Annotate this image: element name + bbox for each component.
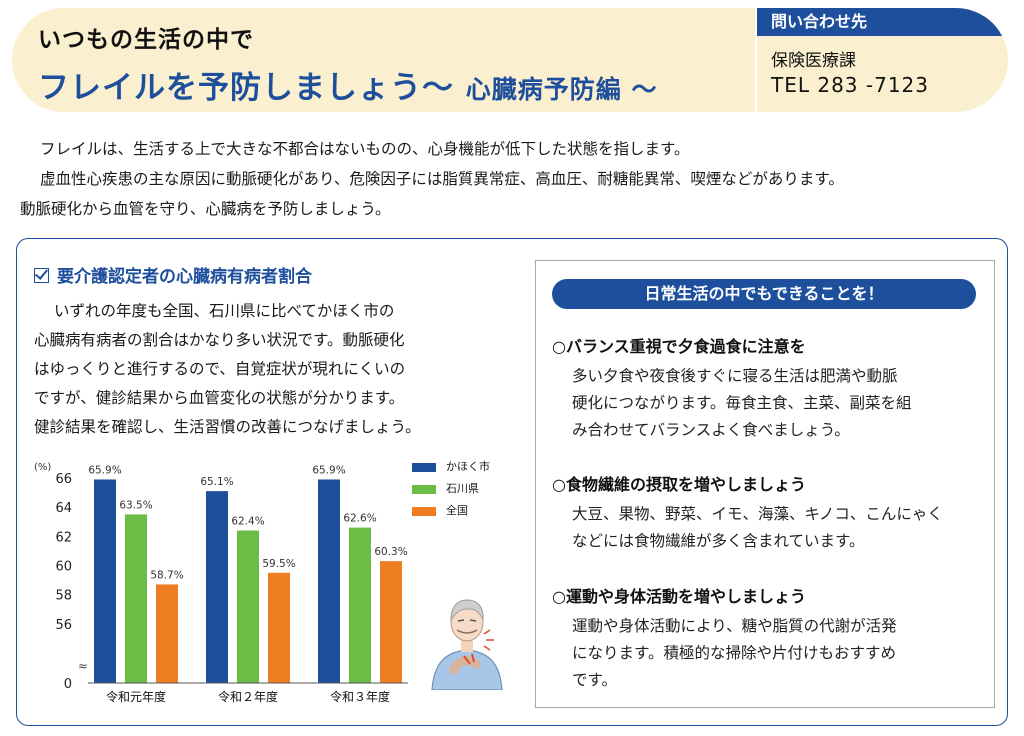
content-frame	[16, 238, 1008, 726]
axis-break-mark: ≈	[78, 659, 88, 673]
y-tick-label: 0	[64, 677, 72, 692]
y-tick-label: 66	[55, 472, 72, 487]
tip-line: 運動や身体活動により、糖や脂質の代謝が活発	[572, 617, 897, 635]
data-label: 65.9%	[312, 464, 345, 476]
contact-tel: TEL 283 -7123	[771, 73, 929, 97]
tips-panel: 日常生活の中でもできることを！ ○バランス重視で夕食過食に注意を 多い夕食や夜食…	[535, 260, 995, 708]
chart-legend: かほく市 石川県 全国	[412, 460, 490, 526]
y-tick-label: 60	[55, 560, 72, 575]
page-subtitle: いつもの生活の中で	[38, 27, 254, 53]
y-tick-label: 58	[55, 589, 72, 604]
legend-swatch-kahoku	[412, 462, 436, 472]
tip-body: 多い夕食や夜食後すぐに寝る生活は肥満や動脈 硬化につながります。毎食主食、主菜、…	[552, 363, 982, 444]
legend-item-ishikawa: 石川県	[412, 482, 490, 504]
prevalence-bar-chart: (%) 66 64 62 60 58 56 0 ≈65.9% 63.5% 58.7% 令和元年度 65.…	[34, 462, 408, 704]
data-label: 58.7%	[150, 569, 183, 581]
tip-line: 硬化につながります。毎食主食、主菜、副菜を組	[572, 394, 912, 412]
tip-title: ○運動や身体活動を増やしましょう	[552, 587, 806, 606]
legend-swatch-national	[412, 506, 436, 516]
section-body: いずれの年度も全国、石川県に比べてかほく市の 心臓病有病者の割合はかなり多い状況…	[34, 297, 504, 442]
tip-physical-activity: ○運動や身体活動を増やしましょう 運動や身体活動により、糖や脂質の代謝が活発 に…	[552, 583, 982, 694]
tips-header: 日常生活の中でもできることを！	[552, 279, 976, 309]
data-label: 65.1%	[200, 476, 233, 488]
section-line: ですが、健診結果から血管変化の状態が分かります。	[34, 389, 405, 407]
bar-2-0	[156, 584, 178, 683]
contact-label: 問い合わせ先	[757, 8, 1008, 36]
data-label: 62.4%	[231, 516, 264, 528]
y-tick-label: 64	[55, 501, 72, 516]
tip-line: になります。積極的な掃除や片付けもおすすめ	[572, 644, 896, 662]
data-label: 65.9%	[88, 464, 121, 476]
banner-titles: いつもの生活の中で フレイルを予防しましょう～ 心臓病予防編 ～	[38, 20, 758, 107]
title-main: フレイルを予防しましょう～	[38, 70, 454, 106]
bar-2-1	[268, 572, 290, 683]
tip-title: ○バランス重視で夕食過食に注意を	[552, 337, 806, 356]
x-category-label: 令和３年度	[330, 689, 390, 704]
tip-line: などには食物繊維が多く含まれています。	[572, 532, 865, 550]
intro-text: フレイルは、生活する上で大きな不都合はないものの、心身機能が低下した状態を指しま…	[20, 134, 1010, 224]
tip-line: み合わせてバランスよく食べましょう。	[572, 421, 850, 439]
x-category-label: 令和２年度	[218, 689, 278, 704]
section-title-text: 要介護認定者の心臓病有病者割合	[57, 267, 312, 287]
intro-line: 虚血性心疾患の主な原因に動脈硬化があり、危険因子には脂質異常症、高血圧、耐糖能異…	[40, 170, 844, 188]
legend-label: 全国	[446, 504, 468, 517]
tip-line: 多い夕食や夜食後すぐに寝る生活は肥満や動脈	[572, 367, 898, 385]
bar-2-2	[380, 561, 402, 683]
tip-body: 運動や身体活動により、糖や脂質の代謝が活発 になります。積極的な掃除や片付けもお…	[552, 613, 982, 694]
bar-1-2	[349, 527, 371, 683]
legend-item-kahoku: かほく市	[412, 460, 490, 482]
legend-item-national: 全国	[412, 504, 490, 526]
section-line: 健診結果を確認し、生活習慣の改善につなげましょう。	[34, 418, 421, 436]
section-title: 要介護認定者の心臓病有病者割合	[34, 262, 312, 287]
checkbox-icon	[34, 268, 49, 283]
elderly-chest-pain-illustration	[431, 599, 503, 690]
bar-1-0	[125, 514, 147, 683]
tip-line: です。	[572, 671, 617, 689]
contact-dept: 保険医療課	[771, 51, 856, 71]
y-tick-label: 56	[55, 618, 72, 633]
tip-balanced-diet: ○バランス重視で夕食過食に注意を 多い夕食や夜食後すぐに寝る生活は肥満や動脈 硬…	[552, 333, 982, 444]
tip-line: 大豆、果物、野菜、イモ、海藻、キノコ、こんにゃく	[572, 505, 943, 523]
legend-label: 石川県	[446, 482, 479, 495]
contact-panel: 問い合わせ先 保険医療課 TEL 283 -7123	[755, 8, 1008, 112]
section-line: いずれの年度も全国、石川県に比べてかほく市の	[54, 302, 395, 320]
bar-0-2	[318, 479, 340, 683]
tip-dietary-fiber: ○食物繊維の摂取を増やしましょう 大豆、果物、野菜、イモ、海藻、キノコ、こんにゃ…	[552, 471, 982, 555]
data-label: 59.5%	[262, 558, 295, 570]
y-tick-label: 62	[55, 530, 72, 545]
bar-1-1	[237, 530, 259, 683]
legend-label: かほく市	[446, 460, 490, 473]
bar-0-1	[206, 491, 228, 683]
tip-title: ○食物繊維の摂取を増やしましょう	[552, 475, 806, 494]
legend-swatch-ishikawa	[412, 484, 436, 494]
section-line: 心臓病有病者の割合はかなり多い状況です。動脈硬化	[34, 331, 405, 349]
data-label: 60.3%	[374, 546, 407, 558]
bar-0-0	[94, 479, 116, 683]
intro-line: フレイルは、生活する上で大きな不都合はないものの、心身機能が低下した状態を指しま…	[40, 140, 690, 158]
y-axis-unit: (%)	[34, 462, 51, 473]
page-title: フレイルを予防しましょう～ 心臓病予防編 ～	[38, 62, 758, 107]
title-sub: 心臓病予防編 ～	[465, 75, 658, 104]
intro-line: 動脈硬化から血管を守り、心臓病を予防しましょう。	[20, 200, 391, 218]
data-label: 62.6%	[343, 513, 376, 525]
data-label: 63.5%	[119, 499, 152, 511]
x-category-label: 令和元年度	[106, 689, 166, 704]
tip-body: 大豆、果物、野菜、イモ、海藻、キノコ、こんにゃく などには食物繊維が多く含まれて…	[552, 501, 982, 555]
section-line: はゆっくりと進行するので、自覚症状が現れにくいの	[34, 360, 406, 378]
